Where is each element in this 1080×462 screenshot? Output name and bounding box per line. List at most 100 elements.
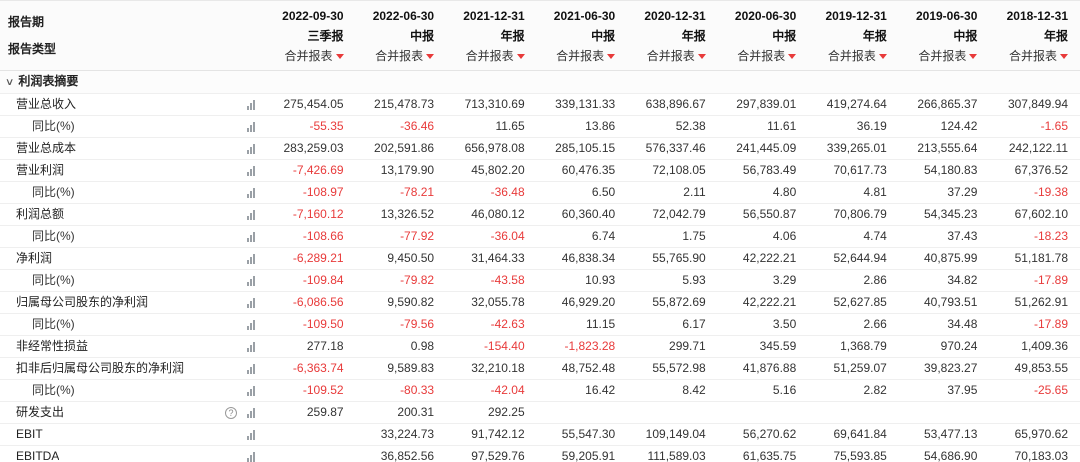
period-column-header: 2020-12-31 年报合并报表 <box>627 0 718 71</box>
value-cell: -80.33 <box>355 379 447 402</box>
bar-chart-icon[interactable] <box>247 429 255 440</box>
value-cell: -25.65 <box>989 379 1080 402</box>
row-label: 同比(%) <box>32 383 75 397</box>
bar-chart-icon[interactable] <box>247 451 255 462</box>
bar-chart-icon[interactable] <box>247 121 255 132</box>
bar-chart-icon[interactable] <box>247 253 255 264</box>
value-cell: -109.52 <box>265 379 356 402</box>
row-label: 同比(%) <box>32 229 75 243</box>
value-cell: -78.21 <box>355 181 447 204</box>
value-cell: 51,181.78 <box>989 247 1080 270</box>
value-cell: -154.40 <box>446 335 537 358</box>
value-cell: 275,454.05 <box>265 93 356 116</box>
report-date: 2019-06-30 <box>915 8 978 23</box>
value-cell: 67,602.10 <box>989 203 1080 226</box>
value-cell: 266,865.37 <box>898 93 990 116</box>
bar-chart-icon[interactable] <box>247 385 255 396</box>
bar-chart-icon[interactable] <box>247 187 255 198</box>
statement-type-dropdown[interactable]: 合并报表 <box>446 46 525 66</box>
value-cell <box>808 401 899 424</box>
section-income-statement[interactable]: ∨ 利润表摘要 <box>0 70 1080 94</box>
report-type: 中报 <box>772 28 797 43</box>
table-row: 归属母公司股东的净利润 -6,086.56 9,590.82 32,055.78 46,… <box>0 291 1080 314</box>
value-cell: 41,876.88 <box>717 357 809 380</box>
value-cell: 40,793.51 <box>898 291 990 314</box>
value-cell: 91,742.12 <box>446 423 537 446</box>
bar-chart-icon[interactable] <box>247 143 255 154</box>
bar-chart-icon[interactable] <box>247 231 255 242</box>
statement-type-dropdown[interactable]: 合并报表 <box>718 46 797 66</box>
row-label: 同比(%) <box>32 185 75 199</box>
bar-chart-icon[interactable] <box>247 297 255 308</box>
bar-chart-icon[interactable] <box>247 407 255 418</box>
statement-type-dropdown[interactable]: 合并报表 <box>537 46 616 66</box>
value-cell: 40,875.99 <box>898 247 990 270</box>
row-label-cell: EBITDA <box>0 445 265 462</box>
section-title: 利润表摘要 <box>18 74 79 88</box>
statement-type-dropdown[interactable]: 合并报表 <box>265 46 344 66</box>
value-cell: -7,426.69 <box>265 159 356 182</box>
value-cell <box>536 401 628 424</box>
dropdown-arrow-icon <box>516 53 525 59</box>
value-cell: -79.56 <box>355 313 447 336</box>
bar-chart-icon[interactable] <box>247 165 255 176</box>
value-cell: 54,686.90 <box>898 445 990 462</box>
period-column-header: 2018-12-31 年报 合并报表 <box>989 0 1080 71</box>
value-cell: -42.63 <box>446 313 537 336</box>
row-label-cell: 非经常性损益 <box>0 335 265 358</box>
row-label-cell: 营业总成本 <box>0 137 265 160</box>
bar-chart-icon[interactable] <box>247 275 255 286</box>
value-cell: 5.16 <box>717 379 809 402</box>
value-cell: -6,363.74 <box>265 357 356 380</box>
value-cell: 52,627.85 <box>808 291 899 314</box>
dropdown-arrow-icon <box>426 53 435 59</box>
value-cell: -17.89 <box>989 269 1080 292</box>
value-cell: 36,852.56 <box>355 445 447 462</box>
bar-chart-icon[interactable] <box>247 363 255 374</box>
table-row: 营业利润 -7,426.69 13,179.90 45,802.20 60,476.35… <box>0 159 1080 182</box>
value-cell: 36.19 <box>808 115 899 138</box>
value-cell: 5.93 <box>627 269 718 292</box>
value-cell: -108.97 <box>265 181 356 204</box>
value-cell: 2.66 <box>808 313 899 336</box>
report-date: 2021-12-31 <box>463 8 525 23</box>
value-cell: -36.46 <box>355 115 447 138</box>
statement-type-dropdown[interactable]: 合并报表 <box>627 46 706 66</box>
value-cell: -1.65 <box>989 115 1080 138</box>
value-cell: 9,450.50 <box>355 247 447 270</box>
value-cell: 576,337.46 <box>627 137 718 160</box>
value-cell: 4.81 <box>808 181 899 204</box>
report-type: 年报 <box>681 28 706 43</box>
value-cell: 33,224.73 <box>355 423 447 446</box>
value-cell: 292.25 <box>446 401 537 424</box>
bar-chart-icon[interactable] <box>247 209 255 220</box>
row-label-cell: 归属母公司股东的净利润 <box>0 291 265 314</box>
value-cell: 67,376.52 <box>989 159 1080 182</box>
statement-type-dropdown[interactable]: 合并报表 <box>989 46 1068 66</box>
value-cell: 6.17 <box>627 313 718 336</box>
report-date: 2020-12-31 <box>644 8 706 23</box>
table-row: 同比(%) -108.97 -78.21 -36.48 6.50 2.11 4.80 4.81… <box>0 181 1080 204</box>
value-cell: 37.29 <box>898 181 990 204</box>
value-cell: 52,644.94 <box>808 247 899 270</box>
value-cell: 48,752.48 <box>536 357 628 380</box>
collapse-caret-icon[interactable]: ∨ <box>4 77 15 88</box>
value-cell: -1,823.28 <box>536 335 628 358</box>
bar-chart-icon[interactable] <box>247 341 255 352</box>
period-column-header: 2022-09-30 三季报 合并报表 <box>265 0 356 71</box>
table-row: 净利润 -6,289.21 9,450.50 31,464.33 46,838.34 55… <box>0 247 1080 270</box>
statement-type-dropdown[interactable]: 合并报表 <box>808 46 887 66</box>
row-label: 非经常性损益 <box>16 339 89 353</box>
bar-chart-icon[interactable] <box>247 319 255 330</box>
statement-type-dropdown[interactable]: 合并报表 <box>899 46 978 66</box>
value-cell: 259.87 <box>265 401 356 424</box>
value-cell: -36.48 <box>446 181 537 204</box>
help-icon[interactable]: ? <box>225 406 237 419</box>
value-cell <box>989 401 1080 424</box>
value-cell: 202,591.86 <box>355 137 447 160</box>
value-cell: 34.48 <box>898 313 990 336</box>
row-label-cell: 营业利润 <box>0 159 265 182</box>
bar-chart-icon[interactable] <box>247 99 255 110</box>
statement-type-dropdown[interactable]: 合并报表 <box>356 46 435 66</box>
